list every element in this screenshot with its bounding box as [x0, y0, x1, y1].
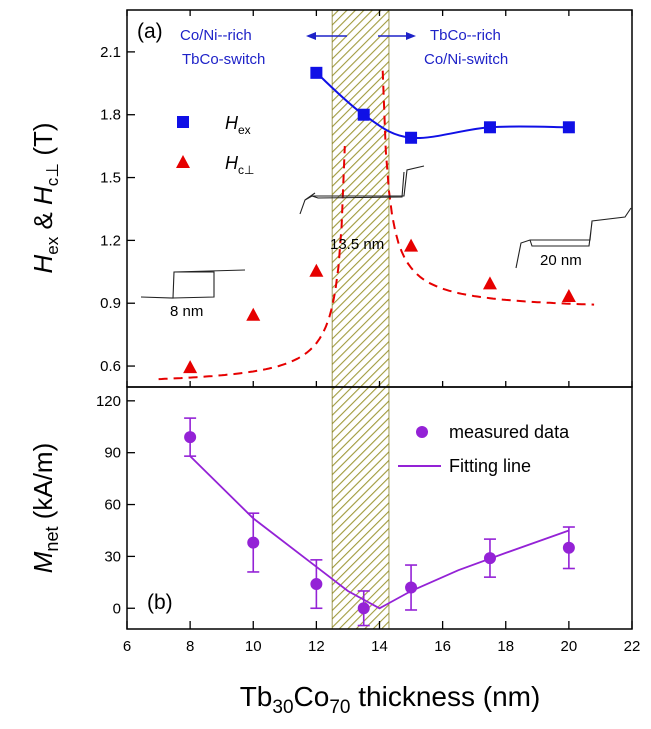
x-tick-label: 20	[561, 638, 578, 655]
hc-point	[183, 360, 198, 374]
hex-point	[483, 121, 496, 134]
x-axis-label: Tb30Co70 thickness (nm)	[240, 681, 541, 718]
panel-b-ylabel: Mnet (kA/m)	[28, 443, 62, 573]
panel-a-ytick-label: 1.5	[100, 170, 121, 187]
hc-point	[309, 263, 324, 277]
annotation-right-line2: Co/Ni-switch	[424, 51, 508, 68]
hex-point	[310, 66, 323, 79]
measured-point	[562, 541, 575, 554]
panel-b-ytick-label: 90	[104, 445, 121, 462]
panel-a-label: (a)	[137, 20, 163, 43]
measured-point	[357, 602, 370, 615]
x-tick-label: 14	[371, 638, 388, 655]
x-tick-label: 12	[308, 638, 325, 655]
hysteresis-loop-13-5nm	[299, 165, 425, 215]
arrow-right-icon	[378, 32, 416, 40]
hex-point	[405, 131, 418, 144]
legend-hex-marker	[177, 116, 189, 128]
x-tick-label: 18	[497, 638, 514, 655]
x-tick-label: 8	[186, 638, 194, 655]
hex-point	[357, 108, 370, 121]
measured-point	[405, 581, 418, 594]
x-tick-label: 6	[123, 638, 131, 655]
annotation-left-line1: Co/Ni--rich	[180, 27, 252, 44]
x-tick-label: 10	[245, 638, 262, 655]
hc-point	[561, 288, 576, 302]
hysteresis-loop-20nm	[515, 207, 632, 269]
panel-b-ytick-label: 0	[113, 600, 121, 617]
panel-a-ytick-label: 2.1	[100, 44, 121, 61]
hc-point	[246, 307, 261, 321]
panel-b-ytick-label: 30	[104, 548, 121, 565]
measured-point	[247, 536, 260, 549]
legend-hc-label: Hc⊥	[225, 153, 254, 177]
annotation-left-line2: TbCo-switch	[182, 51, 265, 68]
loop-label-20nm: 20 nm	[540, 252, 582, 269]
panel-a-ytick-label: 0.6	[100, 358, 121, 375]
x-tick-label: 22	[624, 638, 641, 655]
panel-b-ytick-label: 60	[104, 497, 121, 514]
measured-point	[483, 552, 496, 565]
hc-guide-left	[158, 146, 346, 381]
legend-fitting-label: Fitting line	[449, 456, 531, 476]
loop-label-8nm: 8 nm	[170, 303, 203, 320]
hc-guide-right	[381, 70, 595, 306]
shaded-transition-region	[331, 9, 390, 630]
legend-measured-label: measured data	[449, 422, 570, 442]
measured-point	[184, 431, 197, 444]
hex-point	[562, 121, 575, 134]
panel-b-label: (b)	[147, 591, 173, 614]
loop-label-13-5nm: 13.5 nm	[330, 236, 384, 253]
panel-a-ytick-label: 1.8	[100, 107, 121, 124]
tick-layer: 0.6 0.9 1.2 1.5 1.8 2.1 0 30 60 90 120 6 8 10 12 14 16 18…	[96, 10, 640, 655]
panel-a-ytick-label: 1.2	[100, 232, 121, 249]
panel-a-ylabel: Hex & Hc⊥ (T)	[28, 122, 62, 273]
hysteresis-loop-8nm	[140, 269, 246, 299]
legend-hc-marker	[176, 155, 190, 168]
mark-layer	[183, 66, 576, 627]
hc-point	[482, 276, 497, 290]
hc-point	[404, 238, 419, 252]
legend-measured-marker	[416, 426, 428, 438]
panel-a-ytick-label: 0.9	[100, 295, 121, 312]
x-tick-label: 16	[434, 638, 451, 655]
measured-point	[310, 578, 323, 591]
panel-b-ytick-label: 120	[96, 393, 121, 410]
annotation-right-line1: TbCo--rich	[430, 27, 501, 44]
arrow-left-icon	[306, 32, 347, 40]
legend-hex-label: Hex	[225, 113, 251, 137]
